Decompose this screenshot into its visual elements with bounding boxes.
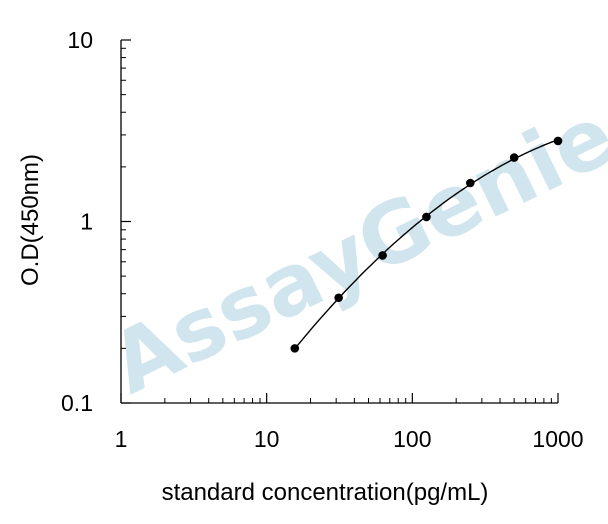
x-tick-label: 1 bbox=[115, 426, 128, 452]
y-tick-label: 1 bbox=[80, 209, 93, 235]
x-axis-title: standard concentration(pg/mL) bbox=[162, 479, 489, 506]
ticks bbox=[120, 39, 559, 404]
data-point bbox=[378, 251, 387, 260]
data-point bbox=[509, 153, 519, 162]
x-tick-label: 100 bbox=[393, 426, 431, 452]
y-tick-label: 0.1 bbox=[61, 390, 93, 416]
data-point bbox=[334, 293, 343, 303]
data-point bbox=[422, 212, 431, 222]
data-point bbox=[290, 344, 300, 353]
watermark: AssayGenie bbox=[96, 86, 608, 413]
y-axis-title: O.D(450nm) bbox=[17, 154, 44, 286]
x-tick-label: 10 bbox=[254, 426, 280, 452]
tick-labels: 1 10 100 1000 0.1 1 10 bbox=[61, 27, 584, 452]
y-tick-label: 10 bbox=[67, 27, 93, 53]
data-point bbox=[553, 136, 563, 146]
data-point bbox=[465, 178, 475, 188]
x-tick-label: 1000 bbox=[532, 426, 583, 452]
data-points bbox=[290, 136, 563, 353]
